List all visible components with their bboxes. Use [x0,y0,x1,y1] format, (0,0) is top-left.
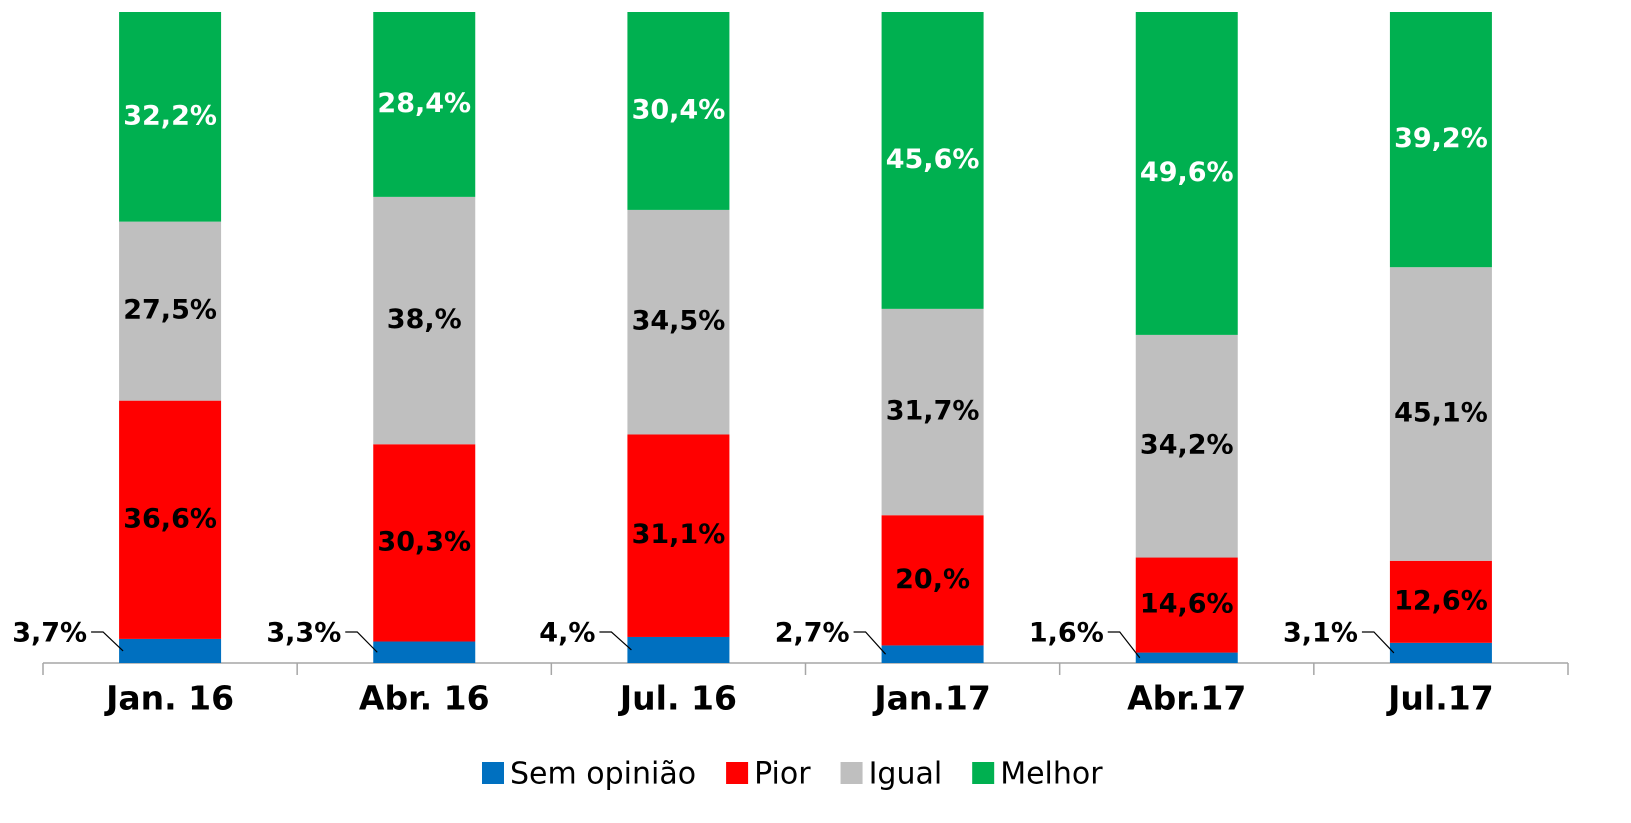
data-label: 30,4% [632,94,726,125]
bar-segment [1389,560,1492,643]
legend-label: Sem opinião [510,757,696,792]
x-tick-label: Jan. 16 [104,679,234,718]
bar-segment [1389,12,1492,268]
data-label: 45,1% [1394,397,1488,428]
data-label: 2,7% [775,618,850,649]
bar-segment [627,434,730,637]
data-label: 31,1% [632,519,726,550]
leader-line [345,631,378,653]
x-tick-label: Jan.17 [872,679,991,718]
data-label: 31,7% [886,396,980,427]
bar-segment [373,641,476,663]
data-label: 14,6% [1140,589,1234,620]
data-label: 34,5% [632,306,726,337]
bar-segment [881,515,984,646]
bar-segment [881,645,984,663]
x-tick-label: Jul. 16 [618,679,737,718]
data-label: 36,6% [123,503,217,534]
bar-segment [373,444,476,642]
bar-segment [119,221,222,401]
legend-label: Pior [754,757,811,792]
legend-label: Igual [869,757,943,792]
bar-segment [627,12,730,210]
bar-segment [627,636,730,663]
bar-segment [1135,12,1238,335]
x-tick-label: Jul.17 [1386,679,1494,718]
data-label: 32,2% [123,100,217,131]
leader-line [91,631,124,652]
data-label: 49,6% [1140,157,1234,188]
bar-segment [1389,267,1492,561]
data-label: 1,6% [1029,618,1104,649]
leader-line [1361,631,1395,654]
bar-segment [881,308,984,516]
data-label: 39,2% [1394,123,1488,154]
bar-segment [881,12,984,309]
leader-line [1107,631,1141,659]
x-tick-label: Abr.17 [1127,679,1246,718]
data-label: 3,7% [12,618,87,649]
data-label: 27,5% [123,295,217,326]
legend-swatch [482,762,504,784]
data-label: 12,6% [1394,585,1488,616]
legend-swatch [972,762,995,784]
bar-segment [373,12,476,197]
bar-segment [627,209,730,435]
data-label: 45,6% [886,144,980,175]
data-label: 28,4% [377,88,471,119]
bar-segment [1135,652,1238,663]
data-label: 4,% [539,618,595,649]
data-label: 38,% [387,304,462,335]
bar-segment [119,400,222,639]
data-label: 20,% [895,564,970,595]
data-label: 3,3% [266,618,341,649]
bar-segment [1389,642,1492,663]
x-tick-label: Abr. 16 [359,679,490,718]
legend-label: Melhor [1000,757,1103,792]
data-label: 34,2% [1140,430,1234,461]
bar-segment [1135,557,1238,653]
bar-segment [373,196,476,445]
leader-line [599,631,632,651]
data-label: 3,1% [1283,618,1358,649]
legend-swatch [840,762,863,784]
data-label: 30,3% [377,526,471,557]
bar-segment [1135,334,1238,558]
legend-swatch [726,762,749,784]
bar-segment [119,638,222,663]
bar-segment [119,12,222,222]
leader-line [853,631,887,655]
